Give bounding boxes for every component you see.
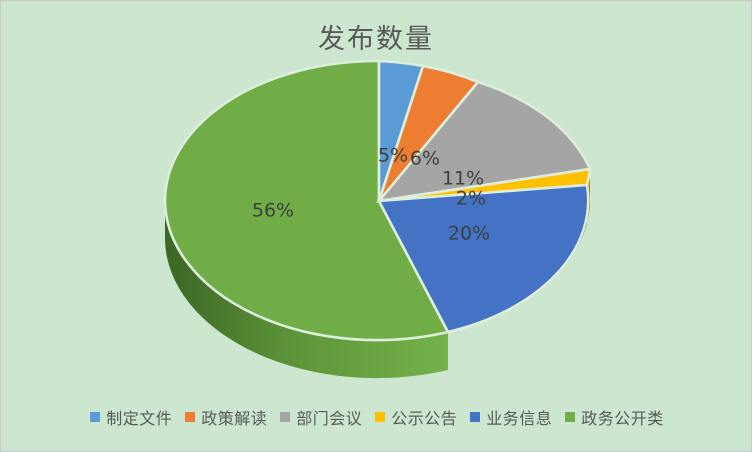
legend-item-label: 业务信息: [486, 409, 553, 428]
pie-slice-bumenhuiyi[interactable]: [375, 80, 592, 203]
legend-swatch-icon: [280, 412, 291, 422]
legend-item-bumenhuiyi[interactable]: 部门会议: [280, 405, 362, 429]
legend-item-zhengcejiedu[interactable]: 政策解读: [185, 405, 267, 429]
legend-item-label: 部门会议: [296, 409, 363, 428]
legend-swatch-icon: [375, 412, 386, 422]
pie-label-bumenhuiyi: 11%: [442, 168, 484, 190]
pie-label-gongshigonggao: 2%: [456, 188, 486, 210]
legend-item-label: 制定文件: [106, 409, 173, 428]
legend-item-gongshigonggao[interactable]: 公示公告: [375, 405, 457, 429]
chart-legend: 制定文件 政策解读 部门会议 公示公告 业务信息 政务公开类: [1, 405, 752, 429]
pie-label-zhengwugongkai: 56%: [252, 200, 294, 222]
pie-plot-area: 5% 6% 11% 2% 20% 56%: [1, 1, 752, 401]
pie-top-face: [163, 59, 592, 342]
pie-label-yewuxinxi: 20%: [448, 223, 490, 245]
legend-item-yewuxinxi[interactable]: 业务信息: [470, 405, 552, 429]
legend-swatch-icon: [565, 412, 576, 422]
chart-title: 发布数量: [318, 24, 434, 55]
legend-item-label: 政务公开类: [581, 409, 664, 428]
pie-side-wall-zhengwugongkai: [165, 201, 448, 379]
pie-slice-yewuxinxi[interactable]: [376, 183, 590, 334]
pie-svg: 5% 6% 11% 2% 20% 56%: [163, 59, 592, 379]
legend-swatch-icon: [185, 412, 196, 422]
legend-item-zhengwugongkai[interactable]: 政务公开类: [565, 405, 664, 429]
legend-item-label: 政策解读: [201, 409, 268, 428]
pie-label-zhengcejiedu: 6%: [410, 148, 440, 170]
legend-item-zhidingwenjian[interactable]: 制定文件: [90, 405, 172, 429]
pie-data-labels: 5% 6% 11% 2% 20% 56%: [252, 145, 490, 245]
legend-swatch-icon: [90, 412, 101, 422]
legend-item-label: 公示公告: [391, 409, 458, 428]
legend-swatch-icon: [470, 412, 481, 422]
pie-slice-zhengwugongkai[interactable]: [163, 59, 450, 342]
pie-label-zhidingwenjian: 5%: [378, 145, 408, 167]
